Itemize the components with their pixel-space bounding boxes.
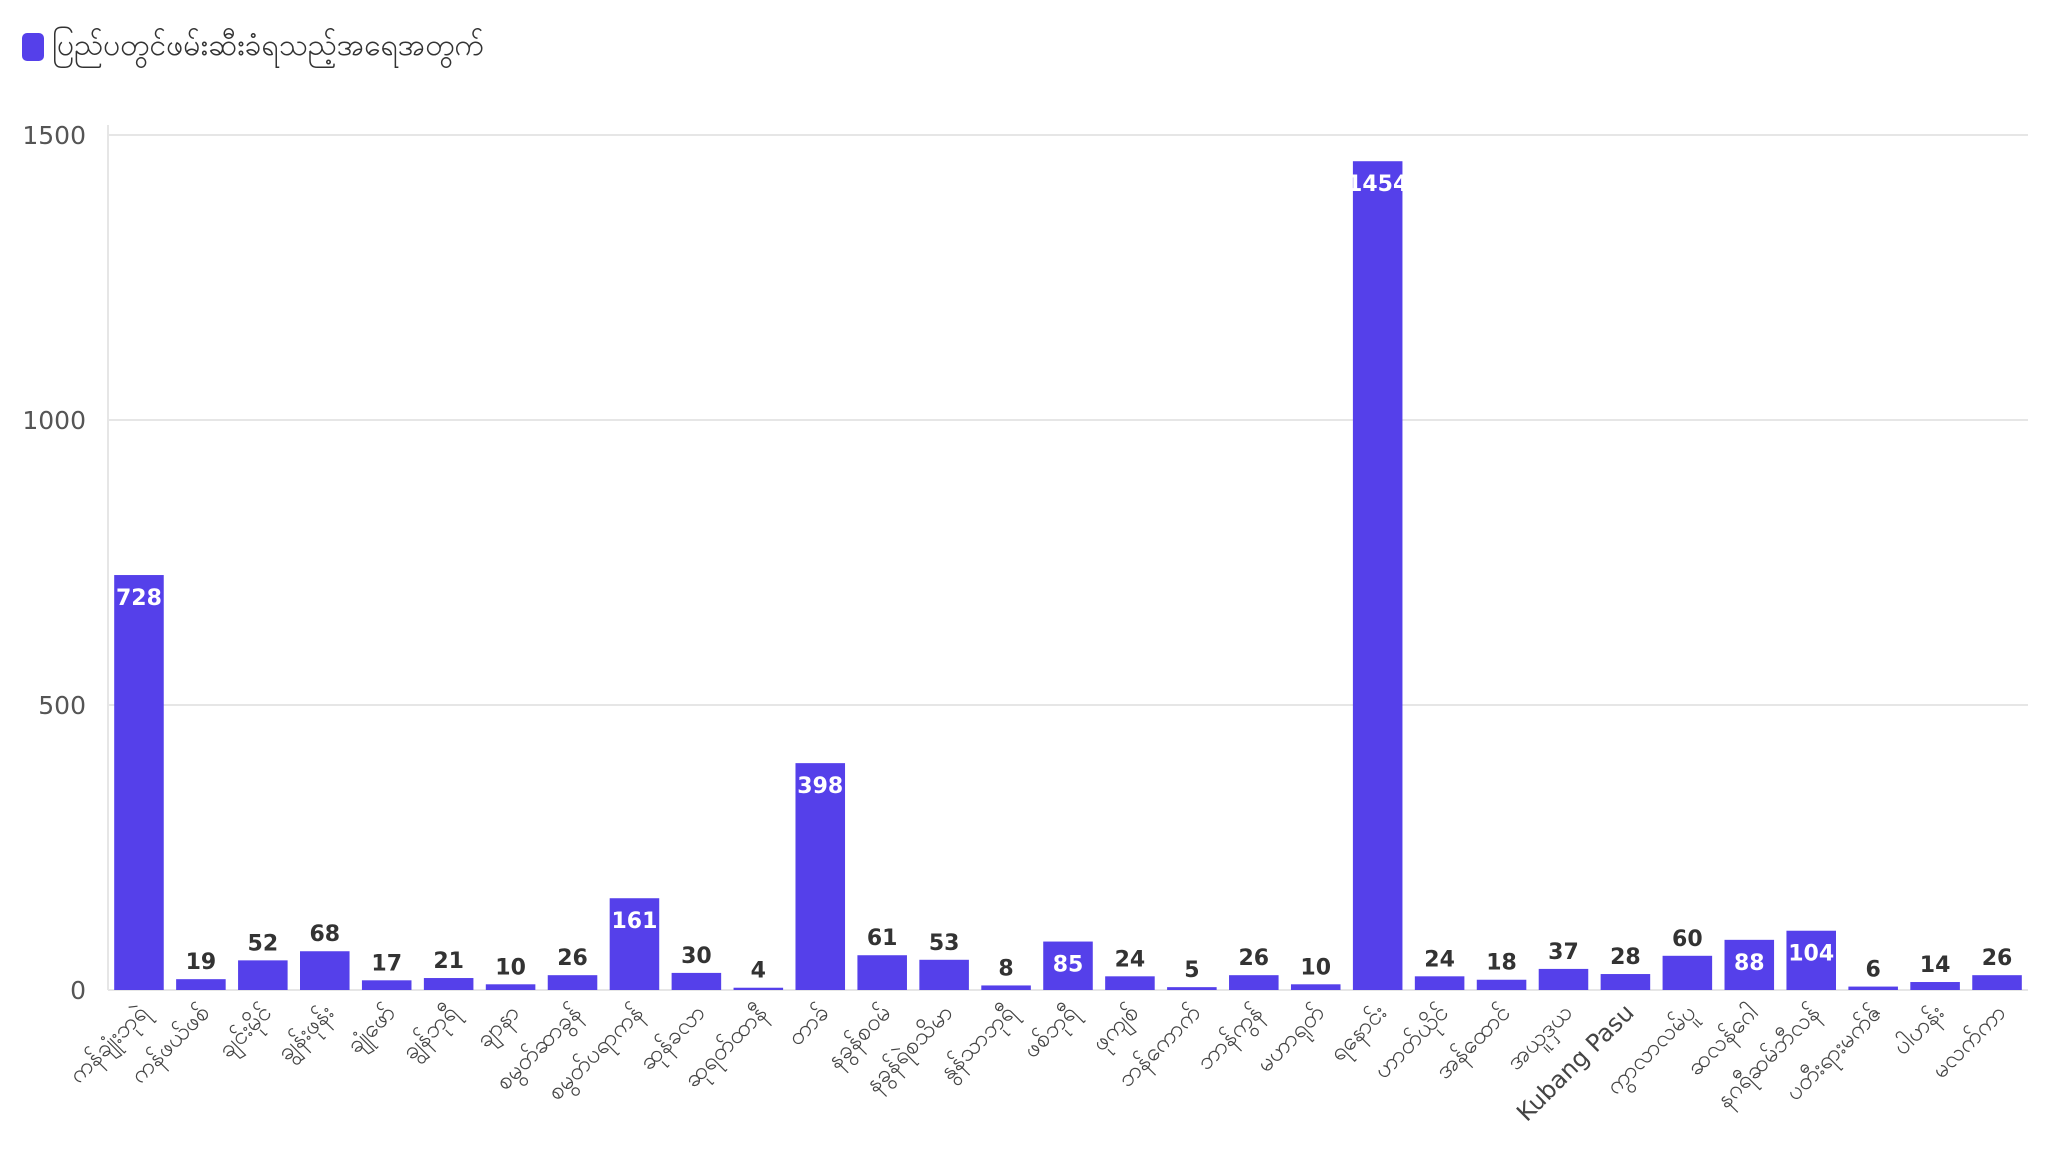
data-label: 26 [1238, 946, 1269, 971]
bar [1972, 975, 2022, 990]
data-label: 21 [433, 949, 464, 974]
data-label: 18 [1486, 951, 1517, 976]
bar [1105, 976, 1155, 990]
bar [919, 959, 969, 990]
bar [1476, 979, 1527, 990]
data-label: 26 [557, 946, 588, 971]
bar [1414, 976, 1465, 990]
bar [1538, 968, 1589, 990]
data-label: 5 [1184, 958, 1199, 983]
data-label: 30 [681, 944, 712, 969]
data-label: 37 [1548, 940, 1579, 965]
y-tick-label: 1000 [22, 406, 86, 435]
bar [1662, 955, 1713, 990]
bar [547, 975, 598, 990]
y-tick-label: 1500 [22, 121, 86, 150]
bar [733, 987, 784, 990]
x-tick-label: မဟာရုတ် [1250, 998, 1334, 1082]
bar [114, 575, 164, 990]
x-tick-label: ချွန်ဘုရီ [395, 997, 468, 1070]
bar [1724, 939, 1775, 990]
data-label: 53 [929, 931, 960, 956]
bar [485, 984, 536, 990]
data-label: 68 [309, 922, 340, 947]
bar [1167, 987, 1217, 990]
data-label: 104 [1788, 942, 1834, 967]
data-label: 8 [998, 956, 1013, 981]
data-label: 4 [751, 959, 766, 984]
x-tick-label: ချင်းမိုင် [212, 998, 281, 1067]
data-label: 61 [867, 926, 898, 951]
bar [1786, 930, 1836, 990]
bar [1352, 161, 1403, 991]
bar [1229, 975, 1279, 990]
legend-swatch [22, 33, 44, 61]
data-label: 88 [1734, 951, 1765, 976]
bar [1290, 984, 1341, 990]
bar [176, 979, 226, 990]
x-tick-label: ချုံဖော် [340, 998, 405, 1063]
data-label: 26 [1982, 946, 2013, 971]
legend-label: ပြည်ပတွင်ဖမ်းဆီးခံရသည့်အရေအတွက် [52, 27, 484, 63]
bar [361, 980, 412, 990]
data-label: 60 [1672, 927, 1703, 952]
bar [238, 960, 288, 990]
bar [795, 763, 846, 990]
bar [857, 955, 907, 990]
legend[interactable]: ပြည်ပတွင်ဖမ်းဆီးခံရသည့်အရေအတွက် [22, 22, 484, 72]
data-label: 52 [248, 931, 279, 956]
data-label: 24 [1115, 947, 1146, 972]
data-label: 85 [1053, 953, 1084, 978]
data-label: 6 [1866, 958, 1881, 983]
bar [671, 972, 722, 990]
data-label: 398 [797, 774, 843, 799]
bar [1848, 986, 1898, 990]
data-label: 14 [1920, 953, 1951, 978]
data-label: 24 [1424, 947, 1455, 972]
y-tick-label: 0 [70, 976, 86, 1005]
bar [1043, 941, 1093, 990]
bar [609, 898, 660, 990]
bar [1600, 974, 1651, 990]
data-label: 728 [116, 586, 162, 611]
data-label: 17 [371, 951, 402, 976]
y-tick-label: 500 [38, 691, 86, 720]
data-label: 10 [1300, 955, 1331, 980]
data-label: 161 [611, 909, 657, 934]
bar [1910, 982, 1960, 990]
data-label: 10 [495, 955, 526, 980]
data-label: 19 [186, 950, 217, 975]
bar [981, 985, 1031, 990]
x-tick-label: ဖစ်ဘုရီ [1016, 997, 1086, 1067]
data-label: 28 [1610, 945, 1641, 970]
x-tick-label: ချွန်းဖုန်း [270, 998, 343, 1071]
data-label: 1454 [1347, 172, 1408, 197]
x-tick-label: တာခ် [781, 998, 835, 1052]
bar [423, 978, 474, 990]
bar [300, 951, 350, 990]
